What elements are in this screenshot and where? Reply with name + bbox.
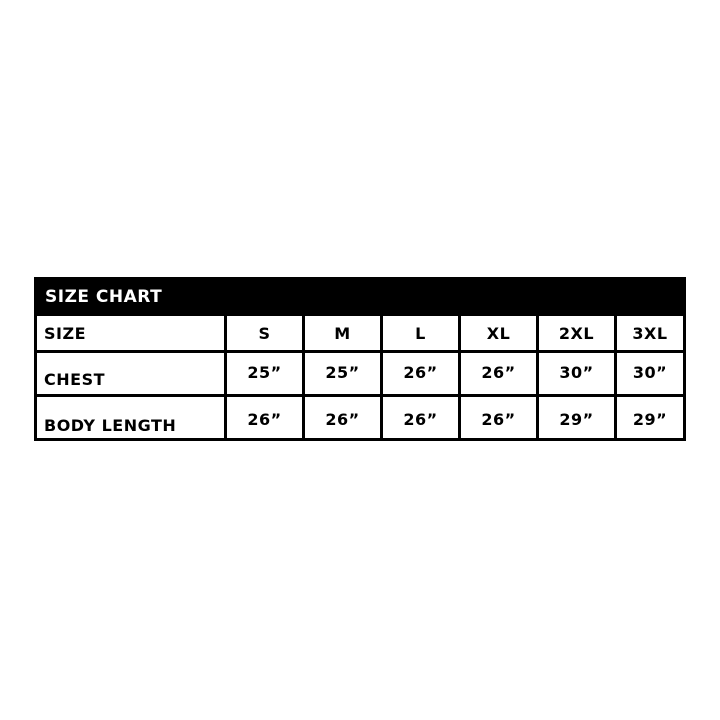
size-cell: L bbox=[380, 316, 458, 350]
size-chart-table: SIZE CHART SIZE S M L XL 2XL 3XL CHEST 2… bbox=[34, 277, 686, 441]
size-cell: S bbox=[224, 316, 302, 350]
size-cell: M bbox=[302, 316, 380, 350]
value-cell: 25” bbox=[302, 353, 380, 394]
size-cell: XL bbox=[458, 316, 536, 350]
value-cell: 26” bbox=[380, 353, 458, 394]
size-cell: 3XL bbox=[614, 316, 683, 350]
value-cell: 29” bbox=[614, 397, 683, 438]
table-row-body-length: BODY LENGTH 26” 26” 26” 26” 29” 29” bbox=[37, 394, 683, 438]
row-label: CHEST bbox=[44, 370, 105, 389]
row-label: SIZE bbox=[44, 323, 87, 343]
value-cell: 26” bbox=[458, 353, 536, 394]
value-cell: 26” bbox=[224, 397, 302, 438]
table-row-chest: CHEST 25” 25” 26” 26” 30” 30” bbox=[37, 350, 683, 394]
value-cell: 25” bbox=[224, 353, 302, 394]
value-cell: 30” bbox=[536, 353, 614, 394]
value-cell: 29” bbox=[536, 397, 614, 438]
value-cell: 26” bbox=[302, 397, 380, 438]
row-label: BODY LENGTH bbox=[44, 416, 177, 435]
value-cell: 30” bbox=[614, 353, 683, 394]
value-cell: 26” bbox=[458, 397, 536, 438]
size-cell: 2XL bbox=[536, 316, 614, 350]
size-chart-title: SIZE CHART bbox=[37, 280, 683, 313]
value-cell: 26” bbox=[380, 397, 458, 438]
size-header-row: SIZE S M L XL 2XL 3XL bbox=[37, 313, 683, 350]
